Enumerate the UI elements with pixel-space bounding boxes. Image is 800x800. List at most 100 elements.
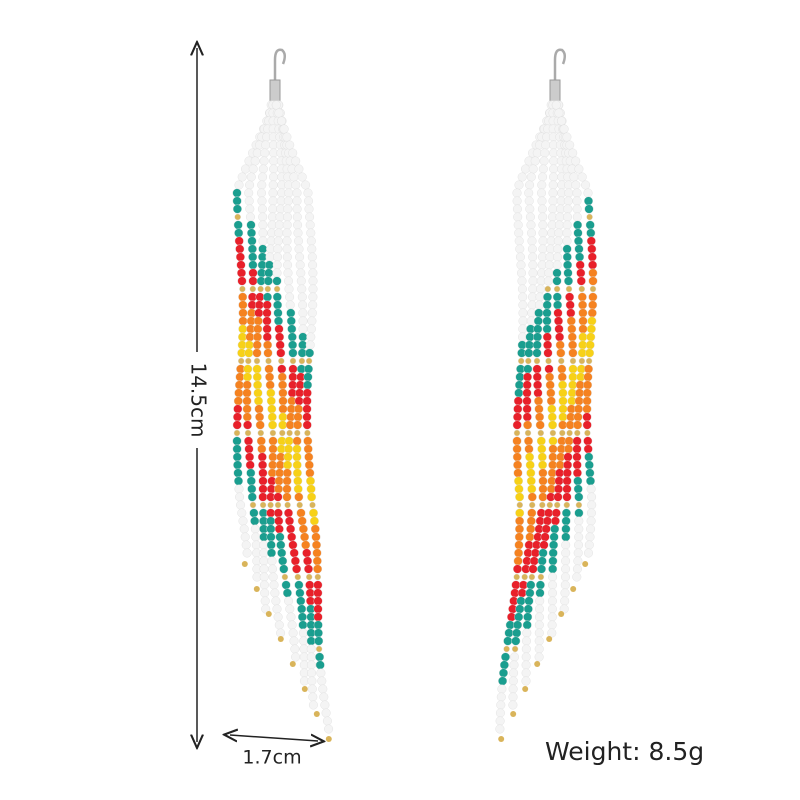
- bead: [272, 260, 282, 270]
- bead: [282, 252, 292, 262]
- bead: [279, 564, 289, 574]
- bead: [572, 436, 582, 446]
- gold-bead: [566, 429, 573, 437]
- bead: [303, 556, 313, 566]
- bead: [278, 556, 288, 566]
- end-bead: [277, 636, 284, 642]
- bead: [232, 420, 242, 430]
- bead: [274, 220, 284, 230]
- bead: [288, 628, 298, 638]
- bead: [244, 348, 254, 358]
- bead: [303, 188, 313, 198]
- bead: [249, 508, 259, 518]
- bead: [283, 260, 293, 270]
- bead: [273, 300, 283, 310]
- bead: [574, 404, 584, 414]
- bead: [546, 396, 556, 406]
- bead: [578, 324, 588, 334]
- bead: [304, 460, 314, 470]
- bead: [274, 228, 284, 238]
- bead: [292, 196, 302, 206]
- bead: [238, 316, 248, 326]
- bead: [508, 692, 518, 702]
- bead: [548, 196, 558, 206]
- bead: [288, 372, 298, 382]
- bead: [238, 324, 248, 334]
- bead: [538, 172, 548, 182]
- bead: [572, 572, 582, 582]
- gold-bead: [244, 429, 252, 437]
- bead: [562, 228, 572, 238]
- bead: [572, 196, 582, 206]
- bead: [236, 260, 246, 270]
- bead: [234, 180, 244, 190]
- bead: [258, 220, 268, 230]
- bead: [561, 564, 571, 574]
- bead: [278, 388, 288, 398]
- bead: [282, 220, 292, 230]
- bead: [318, 684, 328, 694]
- bead: [268, 196, 278, 206]
- bead: [237, 276, 247, 286]
- bead: [538, 212, 548, 222]
- bead: [496, 700, 506, 710]
- bead: [538, 492, 548, 502]
- bead: [284, 188, 294, 198]
- bead: [548, 436, 558, 446]
- bead: [233, 476, 243, 486]
- bead: [523, 604, 533, 614]
- bead: [235, 244, 245, 254]
- bead: [545, 380, 555, 390]
- hook: [553, 48, 566, 100]
- bead: [543, 348, 553, 358]
- bead: [244, 188, 254, 198]
- bead: [305, 588, 315, 598]
- bead: [547, 612, 557, 622]
- width-arrow: [230, 735, 318, 741]
- bead: [242, 396, 252, 406]
- bead: [300, 532, 310, 542]
- bead: [274, 484, 284, 494]
- bead: [287, 620, 297, 630]
- bead: [297, 612, 307, 622]
- gold-bead: [294, 573, 301, 581]
- bead: [238, 516, 248, 526]
- bead: [292, 460, 302, 470]
- bead: [302, 420, 312, 430]
- bead: [258, 476, 268, 486]
- bead: [285, 292, 295, 302]
- bead: [586, 236, 596, 246]
- bead: [258, 468, 268, 478]
- bead: [558, 380, 568, 390]
- bead: [306, 228, 316, 238]
- bead: [584, 196, 594, 206]
- bead: [586, 516, 596, 526]
- bead: [553, 252, 563, 262]
- bead: [268, 564, 278, 574]
- bead: [568, 340, 578, 350]
- bead: [514, 228, 524, 238]
- bead: [567, 332, 577, 342]
- bead: [554, 316, 564, 326]
- bead: [548, 444, 558, 454]
- bead: [514, 484, 524, 494]
- bead: [586, 508, 596, 518]
- bead: [307, 308, 317, 318]
- bead: [549, 164, 559, 174]
- bead: [512, 628, 522, 638]
- bead: [294, 396, 304, 406]
- bead: [548, 548, 558, 558]
- gold-bead: [549, 429, 557, 437]
- gold-bead: [554, 501, 561, 509]
- bead: [244, 196, 254, 206]
- bead: [283, 268, 293, 278]
- bead: [556, 348, 566, 358]
- bead: [274, 324, 284, 334]
- bead: [528, 564, 538, 574]
- bead: [248, 252, 258, 262]
- bead: [538, 460, 548, 470]
- bead: [252, 364, 262, 374]
- gold-bead: [524, 429, 532, 437]
- bead: [565, 300, 575, 310]
- bead: [305, 580, 315, 590]
